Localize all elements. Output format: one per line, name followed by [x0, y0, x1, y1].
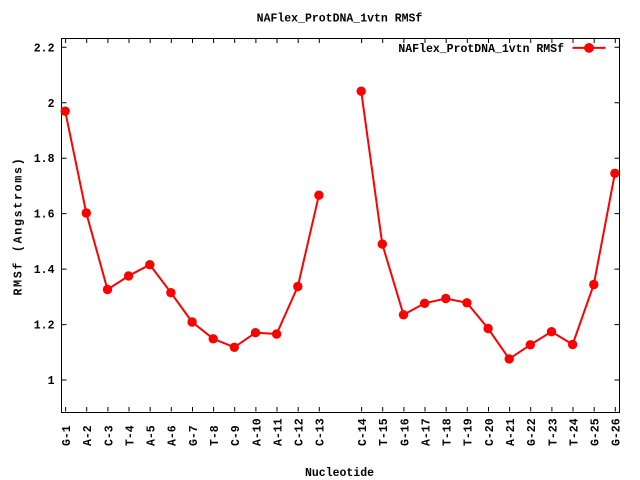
svg-text:C-13: C-13	[315, 418, 328, 446]
svg-text:A-2: A-2	[82, 425, 95, 446]
svg-text:1.8: 1.8	[34, 153, 55, 166]
svg-text:C-14: C-14	[357, 418, 370, 446]
svg-text:2.2: 2.2	[34, 42, 55, 55]
svg-text:T-23: T-23	[547, 418, 560, 446]
svg-text:T-19: T-19	[463, 418, 476, 446]
svg-text:A-21: A-21	[505, 418, 518, 446]
svg-text:1.6: 1.6	[34, 209, 55, 222]
svg-text:T-24: T-24	[568, 418, 581, 446]
svg-text:G-16: G-16	[399, 418, 412, 446]
svg-text:T-15: T-15	[378, 418, 391, 446]
svg-text:A-6: A-6	[167, 425, 180, 446]
svg-text:G-25: G-25	[590, 418, 603, 446]
svg-text:C-9: C-9	[230, 425, 243, 446]
svg-text:A-5: A-5	[146, 425, 159, 446]
svg-text:Nucleotide: Nucleotide	[305, 467, 374, 480]
svg-text:1.2: 1.2	[34, 320, 55, 333]
svg-text:NAFlex_ProtDNA_1vtn RMSf: NAFlex_ProtDNA_1vtn RMSf	[257, 13, 423, 26]
svg-text:A-10: A-10	[251, 418, 264, 446]
svg-text:2: 2	[48, 98, 55, 111]
svg-text:1: 1	[48, 375, 55, 388]
svg-text:A-11: A-11	[272, 418, 285, 446]
svg-text:C-3: C-3	[103, 425, 116, 446]
svg-text:C-20: C-20	[484, 418, 497, 446]
svg-text:G-7: G-7	[188, 425, 201, 446]
svg-text:G-26: G-26	[611, 418, 624, 446]
svg-text:G-1: G-1	[61, 425, 74, 446]
svg-text:NAFlex_ProtDNA_1vtn RMSf: NAFlex_ProtDNA_1vtn RMSf	[398, 43, 564, 56]
svg-text:A-17: A-17	[420, 418, 433, 446]
svg-text:T-4: T-4	[124, 425, 137, 446]
svg-text:1.4: 1.4	[34, 264, 55, 277]
svg-text:T-18: T-18	[442, 418, 455, 446]
svg-text:T-8: T-8	[209, 425, 222, 446]
svg-text:G-22: G-22	[526, 418, 539, 446]
svg-text:RMSf (Angstroms): RMSf (Angstroms)	[13, 157, 26, 296]
svg-text:C-12: C-12	[294, 418, 307, 446]
